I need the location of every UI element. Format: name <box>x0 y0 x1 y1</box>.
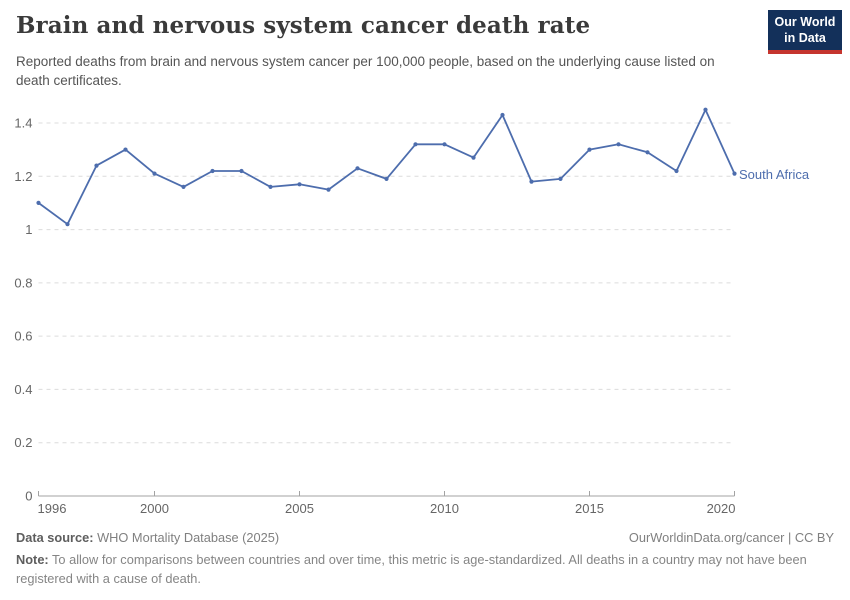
data-point[interactable] <box>529 179 534 184</box>
y-tick-label: 0 <box>25 489 32 504</box>
data-point[interactable] <box>355 166 360 171</box>
data-point[interactable] <box>645 150 650 155</box>
chart-subtitle: Reported deaths from brain and nervous s… <box>16 54 715 89</box>
x-tick-label: 2000 <box>140 501 169 516</box>
y-tick-label: 1.4 <box>14 116 32 131</box>
data-point[interactable] <box>413 142 418 147</box>
data-point[interactable] <box>152 171 157 176</box>
footnote: Note: To allow for comparisons between c… <box>16 551 821 588</box>
page-title: Brain and nervous system cancer death ra… <box>16 12 591 39</box>
y-tick-label: 1.2 <box>14 169 32 184</box>
attribution-link[interactable]: OurWorldinData.org/cancer | CC BY <box>628 530 834 545</box>
data-point[interactable] <box>210 168 215 174</box>
data-point[interactable] <box>587 147 592 152</box>
data-point[interactable] <box>703 107 708 112</box>
y-tick-label: 0.8 <box>14 275 32 290</box>
owid-logo-text: Our World in Data <box>768 10 842 51</box>
data-point[interactable] <box>471 155 476 160</box>
data-point[interactable] <box>326 187 331 192</box>
data-point[interactable] <box>384 176 389 181</box>
data-source-value: WHO Mortality Database (2025) <box>97 530 280 545</box>
series-label-south-africa[interactable]: South Africa <box>739 167 810 182</box>
series-line[interactable] <box>37 108 736 226</box>
data-point[interactable] <box>94 163 99 168</box>
y-tick-label: 1 <box>25 222 32 237</box>
x-tick-label: 2010 <box>430 501 459 516</box>
owid-logo[interactable]: Our World in Data <box>768 10 842 55</box>
x-tick-label: 2005 <box>285 501 314 516</box>
note-label: Note: <box>16 552 49 567</box>
x-tick-label: 2020 <box>707 501 736 516</box>
x-tick-label: 2015 <box>575 501 604 516</box>
data-source-line: Data source: WHO Mortality Database (202… <box>16 530 279 545</box>
owid-logo-redbar <box>768 50 842 55</box>
data-point[interactable] <box>732 171 737 176</box>
data-point[interactable] <box>36 200 41 205</box>
data-point[interactable] <box>558 176 563 181</box>
data-point[interactable] <box>297 182 302 187</box>
data-point[interactable] <box>442 142 447 147</box>
data-point[interactable] <box>268 184 273 189</box>
owid-logo-line2: in Data <box>784 30 826 45</box>
data-point[interactable] <box>123 147 128 152</box>
data-point[interactable] <box>239 168 244 174</box>
data-source-label: Data source: <box>16 530 94 545</box>
y-tick-label: 0.6 <box>14 329 32 344</box>
chart-footer: Data source: WHO Mortality Database (202… <box>16 530 834 588</box>
note-text: To allow for comparisons between countri… <box>16 552 807 586</box>
x-tick-label: 1996 <box>38 501 67 516</box>
data-point[interactable] <box>65 222 70 227</box>
data-point[interactable] <box>674 168 679 174</box>
data-point[interactable] <box>500 112 505 118</box>
data-point[interactable] <box>616 142 621 147</box>
y-tick-label: 0.2 <box>14 435 32 450</box>
y-tick-label: 0.4 <box>14 382 32 397</box>
owid-logo-line1: Our World <box>774 15 836 29</box>
data-point[interactable] <box>181 184 186 189</box>
